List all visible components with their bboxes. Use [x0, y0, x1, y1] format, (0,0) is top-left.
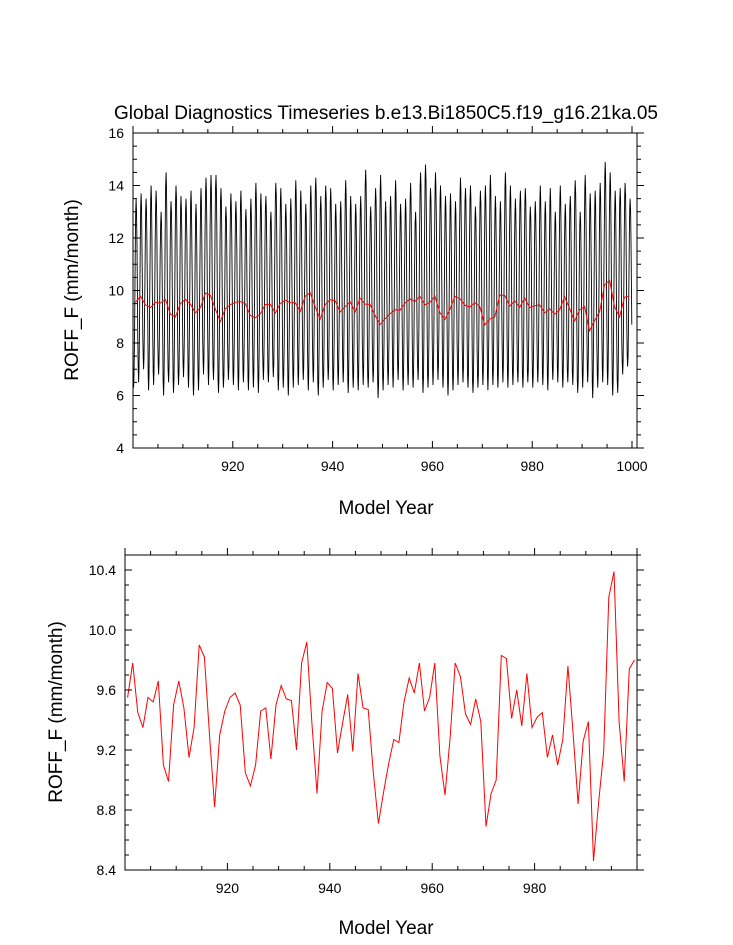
x-tick-label: 1000 — [616, 458, 647, 474]
x-tick-label: 980 — [521, 458, 545, 474]
y-tick-label: 16 — [108, 125, 124, 141]
bottom-x-axis-label: Model Year — [338, 918, 434, 939]
bottom-y-axis-label: ROFF_F (mm/month) — [46, 621, 67, 803]
y-tick-label: 14 — [108, 178, 124, 194]
monthly-series-line — [132, 161, 633, 399]
x-tick-label: 960 — [421, 880, 445, 896]
y-tick-label: 8 — [116, 335, 124, 351]
top-plot-area: 920 940 960 980 1000 4 6 8 10 12 14 16 — [108, 125, 647, 474]
bottom-plot-frame — [124, 554, 638, 871]
y-tick-label: 8.8 — [97, 802, 117, 818]
y-tick-label: 10.0 — [89, 622, 116, 638]
annual-mean-series-line — [127, 571, 635, 862]
y-tick-label: 8.4 — [97, 862, 117, 878]
top-panel: Global Diagnostics Timeseries b.e13.Bi18… — [62, 103, 658, 519]
x-tick-label: 960 — [421, 458, 445, 474]
y-tick-label: 10.4 — [89, 562, 116, 578]
x-tick-label: 940 — [318, 880, 342, 896]
y-tick-label: 4 — [116, 440, 124, 456]
x-tick-label: 920 — [216, 880, 240, 896]
top-plot-frame — [132, 132, 638, 449]
y-tick-label: 9.6 — [97, 682, 117, 698]
chart-title: Global Diagnostics Timeseries b.e13.Bi18… — [114, 103, 658, 124]
y-tick-label: 6 — [116, 388, 124, 404]
top-x-axis-label: Model Year — [338, 498, 434, 519]
top-y-axis-label: ROFF_F (mm/month) — [62, 199, 83, 381]
y-tick-label: 12 — [108, 230, 124, 246]
x-tick-label: 940 — [321, 458, 345, 474]
bottom-panel: 920 940 960 980 8.4 8.8 9.2 9.6 10.0 10.4 Model Y… — [46, 548, 644, 939]
y-tick-label: 10 — [108, 283, 124, 299]
x-tick-label: 920 — [221, 458, 245, 474]
annual-mean-series-line — [135, 279, 630, 333]
y-tick-label: 9.2 — [97, 742, 117, 758]
x-tick-label: 980 — [523, 880, 547, 896]
bottom-plot-area: 920 940 960 980 8.4 8.8 9.2 9.6 10.0 10.4 — [89, 548, 644, 896]
